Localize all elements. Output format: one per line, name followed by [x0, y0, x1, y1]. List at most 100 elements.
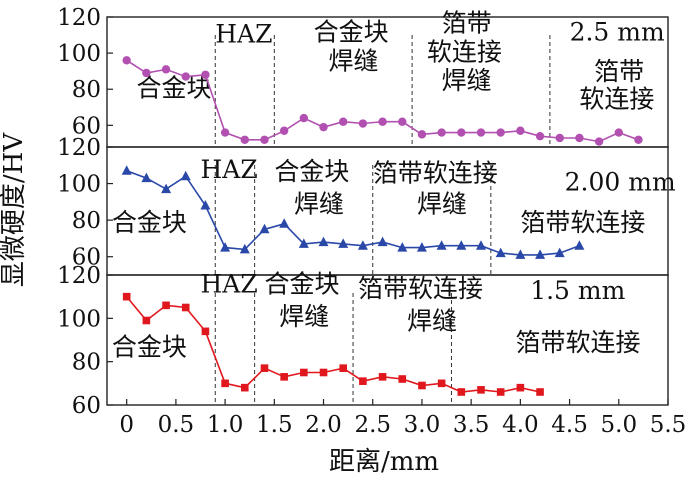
- region-annotation: 2.5 mm: [570, 17, 665, 46]
- data-point: [161, 65, 171, 74]
- data-point: [142, 68, 151, 78]
- data-point: [161, 183, 172, 194]
- data-point: [220, 242, 231, 252]
- data-point: [437, 379, 446, 388]
- data-point: [594, 137, 604, 146]
- data-point: [141, 172, 152, 183]
- region-annotation: 软连接: [427, 37, 502, 66]
- data-point: [574, 240, 585, 250]
- panel-frame: [106, 274, 669, 406]
- data-point: [279, 126, 289, 135]
- region-annotation: 2.00 mm: [565, 168, 676, 197]
- data-point: [554, 247, 565, 258]
- data-point: [457, 388, 466, 396]
- y-tick-label: 60: [72, 113, 101, 139]
- data-point: [142, 316, 151, 325]
- data-point: [417, 130, 427, 139]
- x-tick-label: 1.0: [207, 412, 244, 438]
- region-annotation: 焊缝: [442, 66, 492, 95]
- region-annotation: 焊缝: [407, 307, 457, 336]
- region-annotation: 焊缝: [294, 190, 344, 219]
- region-annotation: 合金块: [112, 333, 187, 362]
- y-tick-label: 120: [57, 135, 101, 161]
- data-point: [319, 368, 328, 377]
- region-annotation: 合金块: [274, 157, 349, 186]
- region-annotation: 箔带软连接: [520, 208, 645, 237]
- data-point: [357, 240, 368, 250]
- x-tick-label: 0.5: [158, 412, 195, 438]
- region-annotation: 合金块: [314, 17, 389, 46]
- data-point: [535, 131, 545, 141]
- data-point: [378, 117, 387, 126]
- data-point: [575, 133, 584, 143]
- data-point: [181, 72, 190, 81]
- region-annotation: 焊缝: [279, 302, 329, 331]
- data-point: [398, 375, 407, 383]
- data-point: [397, 242, 408, 252]
- data-point: [239, 243, 250, 254]
- x-tick-label: 2.5: [354, 412, 391, 438]
- data-point: [535, 249, 546, 259]
- data-point: [496, 388, 505, 396]
- data-point: [536, 388, 544, 396]
- x-tick-label: 5.5: [650, 412, 687, 438]
- region-annotation: 合金块: [137, 73, 212, 102]
- region-annotation: 箔带: [594, 57, 644, 86]
- data-point: [260, 364, 269, 372]
- data-point: [437, 128, 446, 137]
- region-annotation: 1.5 mm: [530, 276, 625, 305]
- data-point: [298, 238, 309, 248]
- y-tick-label: 80: [72, 350, 101, 376]
- region-annotation: 合金块: [264, 270, 339, 299]
- data-point: [477, 386, 485, 394]
- data-point: [418, 381, 426, 390]
- data-point: [180, 170, 191, 181]
- data-point: [122, 56, 131, 65]
- data-point: [457, 128, 466, 137]
- data-point: [476, 128, 486, 137]
- data-point: [319, 122, 328, 132]
- region-annotation: HAZ: [201, 155, 258, 184]
- x-tick-label: 1.5: [256, 412, 293, 438]
- y-tick-label: 60: [72, 393, 101, 419]
- series-line: [126, 296, 541, 393]
- data-point: [201, 70, 210, 79]
- x-axis-title: 距离/mm: [329, 447, 439, 477]
- data-point: [162, 301, 170, 310]
- region-annotation: 箔带软连接: [358, 274, 483, 303]
- data-point: [496, 128, 505, 137]
- data-point: [260, 135, 269, 144]
- y-tick-label: 100: [57, 172, 101, 198]
- data-point: [516, 126, 525, 135]
- x-tick-label: 3.5: [453, 412, 490, 438]
- data-point: [398, 117, 407, 126]
- series-line: [126, 170, 580, 256]
- region-annotation: 焊缝: [328, 46, 378, 75]
- data-point: [200, 200, 211, 210]
- y-tick-label: 120: [57, 5, 101, 31]
- data-point: [221, 379, 229, 388]
- y-axis-title: 显微硬度/HV: [0, 132, 29, 287]
- region-annotation: 软连接: [579, 84, 654, 113]
- data-point: [122, 292, 131, 301]
- data-point: [339, 364, 348, 372]
- x-tick-label: 3.0: [404, 412, 441, 438]
- data-point: [495, 247, 506, 258]
- region-annotation: 合金块: [112, 208, 187, 237]
- data-point: [121, 165, 132, 175]
- y-tick-label: 60: [72, 245, 101, 271]
- data-point: [614, 128, 623, 137]
- data-point: [416, 242, 427, 252]
- data-point: [555, 133, 564, 143]
- data-point: [456, 240, 467, 250]
- data-point: [358, 119, 368, 128]
- region-annotation: 箔带软连接: [373, 159, 498, 188]
- y-tick-label: 80: [72, 77, 101, 103]
- y-tick-label: 120: [57, 263, 101, 289]
- y-tick-label: 100: [57, 306, 101, 332]
